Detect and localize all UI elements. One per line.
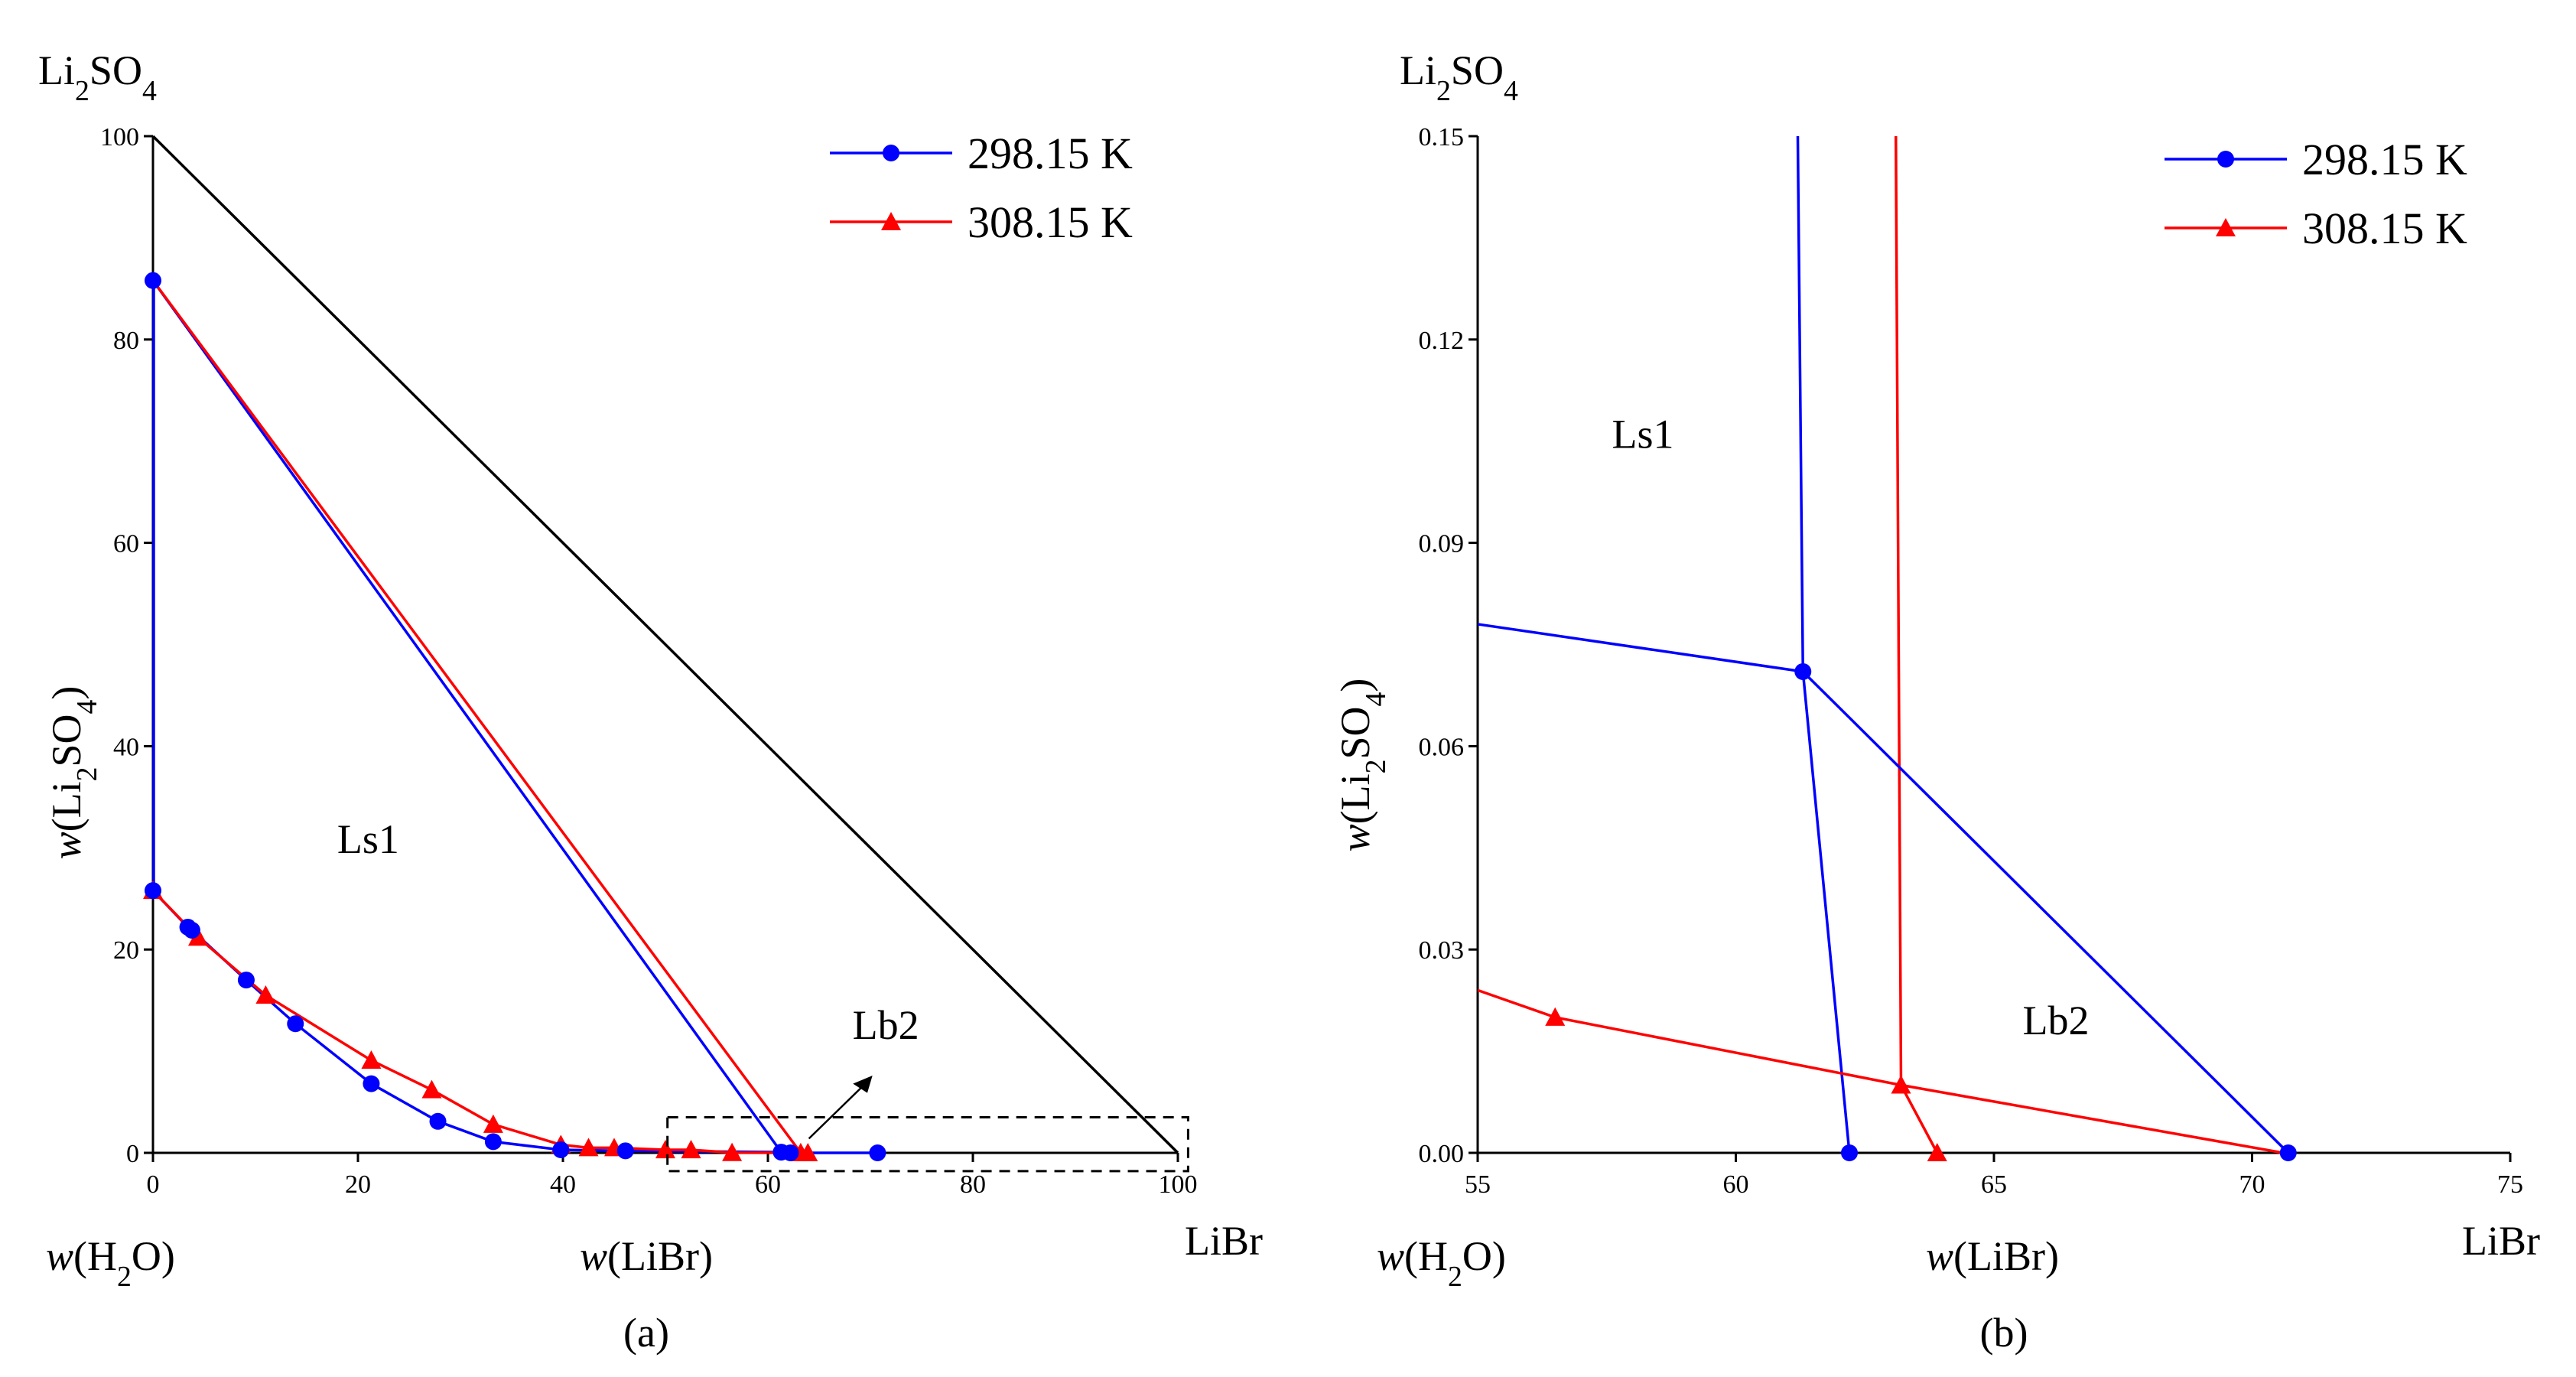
x-tick-label: 100 xyxy=(1159,1170,1198,1199)
data-point xyxy=(255,985,276,1004)
y-tick-label: 60 xyxy=(113,530,139,558)
y-tick-label: 0.03 xyxy=(1419,936,1465,965)
y-tick-label: 20 xyxy=(113,936,139,965)
data-point xyxy=(361,1050,382,1069)
y-tick-label: 0.06 xyxy=(1419,733,1465,761)
tie-line xyxy=(1901,1083,2284,1154)
x-axis-title: w(LiBr) xyxy=(1926,1233,2059,1279)
tie-line xyxy=(151,279,802,1154)
series-line xyxy=(151,889,808,1154)
region-label-lb2: Lb2 xyxy=(2023,998,2090,1043)
data-point xyxy=(429,1112,447,1130)
data-point xyxy=(363,1075,380,1092)
legend-marker xyxy=(2216,218,2236,237)
legend-marker xyxy=(881,212,901,231)
x-tick-label: 60 xyxy=(755,1170,781,1199)
y-tick-label: 0.09 xyxy=(1419,530,1465,558)
data-point xyxy=(421,1079,442,1099)
apex-top-label: Li2SO4 xyxy=(38,47,157,107)
origin-label: w(H2O) xyxy=(1377,1233,1506,1293)
data-point xyxy=(616,1142,634,1160)
data-point xyxy=(655,1140,675,1159)
x-axis-title: w(LiBr) xyxy=(580,1233,713,1279)
x-tick-label: 0 xyxy=(147,1170,160,1199)
data-point xyxy=(287,1015,304,1033)
y-tick-label: 80 xyxy=(113,327,139,355)
data-point xyxy=(1545,1007,1566,1026)
data-point xyxy=(578,1138,599,1157)
data-point xyxy=(484,1133,502,1151)
legend-label: 308.15 K xyxy=(2302,203,2467,253)
data-point xyxy=(483,1114,503,1133)
tie-line xyxy=(1802,670,2289,1154)
legend-marker xyxy=(2217,151,2234,168)
data-point xyxy=(2279,1144,2297,1161)
x-tick-label: 40 xyxy=(550,1170,576,1199)
data-point xyxy=(552,1141,570,1159)
tie-line xyxy=(151,279,782,1154)
apex-top-label: Li2SO4 xyxy=(1400,47,1518,107)
data-point xyxy=(1794,662,1812,680)
zoom-arrow xyxy=(808,1085,864,1140)
legend-label: 298.15 K xyxy=(2302,135,2467,184)
region-label-ls1: Ls1 xyxy=(1612,412,1674,457)
data-point xyxy=(782,1144,799,1161)
y-axis-title: w(Li2SO4) xyxy=(44,686,103,860)
y-tick-label: 0 xyxy=(126,1140,139,1168)
y-tick-label: 100 xyxy=(100,123,139,151)
panel-caption-b: (b) xyxy=(1980,1310,2028,1356)
x-tick-label: 75 xyxy=(2497,1170,2523,1199)
data-point xyxy=(1927,1143,1947,1162)
data-point xyxy=(187,927,208,946)
series-line xyxy=(1477,623,1851,1154)
region-label-lb2: Lb2 xyxy=(853,1002,919,1048)
x-tick-label: 80 xyxy=(960,1170,986,1199)
data-point xyxy=(681,1140,701,1159)
x-tick-label: 60 xyxy=(1723,1170,1749,1199)
y-tick-label: 0.00 xyxy=(1419,1140,1465,1168)
region-label-ls1: Ls1 xyxy=(337,816,399,862)
data-point xyxy=(798,1143,818,1162)
data-point xyxy=(145,272,161,289)
data-point xyxy=(1891,1075,1911,1094)
panel-a: 0 20 40 60 80 100 0 20 40 60 80 100 Ls1 Lb2 Li2SO4 w(Li… xyxy=(38,47,1263,1356)
data-point xyxy=(145,882,161,900)
series-line xyxy=(1477,988,1939,1154)
data-point xyxy=(869,1144,886,1161)
zoom-arrow-head xyxy=(853,1075,873,1093)
panel-b: 0.00 0.03 0.06 0.09 0.12 0.15 55 60 65 70 75 Ls1 Lb2… xyxy=(1332,47,2540,1356)
data-point xyxy=(722,1142,743,1161)
legend-marker xyxy=(883,145,899,161)
origin-label: w(H2O) xyxy=(46,1233,175,1293)
x-tick-label: 70 xyxy=(2239,1170,2265,1199)
y-tick-label: 0.12 xyxy=(1419,327,1465,355)
series-line xyxy=(151,889,878,1154)
y-axis-title: w(Li2SO4) xyxy=(1332,679,1392,852)
y-tick-label: 40 xyxy=(113,733,139,761)
panel-caption-a: (a) xyxy=(623,1310,669,1356)
data-point xyxy=(237,972,255,989)
data-point xyxy=(183,921,200,939)
triangle-hypotenuse xyxy=(151,135,1179,1154)
zoom-box xyxy=(666,1115,1189,1173)
x-tick-label: 55 xyxy=(1465,1170,1491,1199)
x-tick-label: 65 xyxy=(1981,1170,2007,1199)
apex-right-label: LiBr xyxy=(2462,1218,2540,1264)
legend-label: 308.15 K xyxy=(968,197,1133,247)
legend-label: 298.15 K xyxy=(968,129,1133,178)
vertical-line xyxy=(1796,135,1804,672)
x-tick-label: 20 xyxy=(345,1170,371,1199)
data-point xyxy=(1841,1144,1858,1161)
y-tick-label: 0.15 xyxy=(1419,123,1465,151)
vertical-line xyxy=(1895,135,1903,1086)
apex-right-label: LiBr xyxy=(1185,1218,1263,1264)
